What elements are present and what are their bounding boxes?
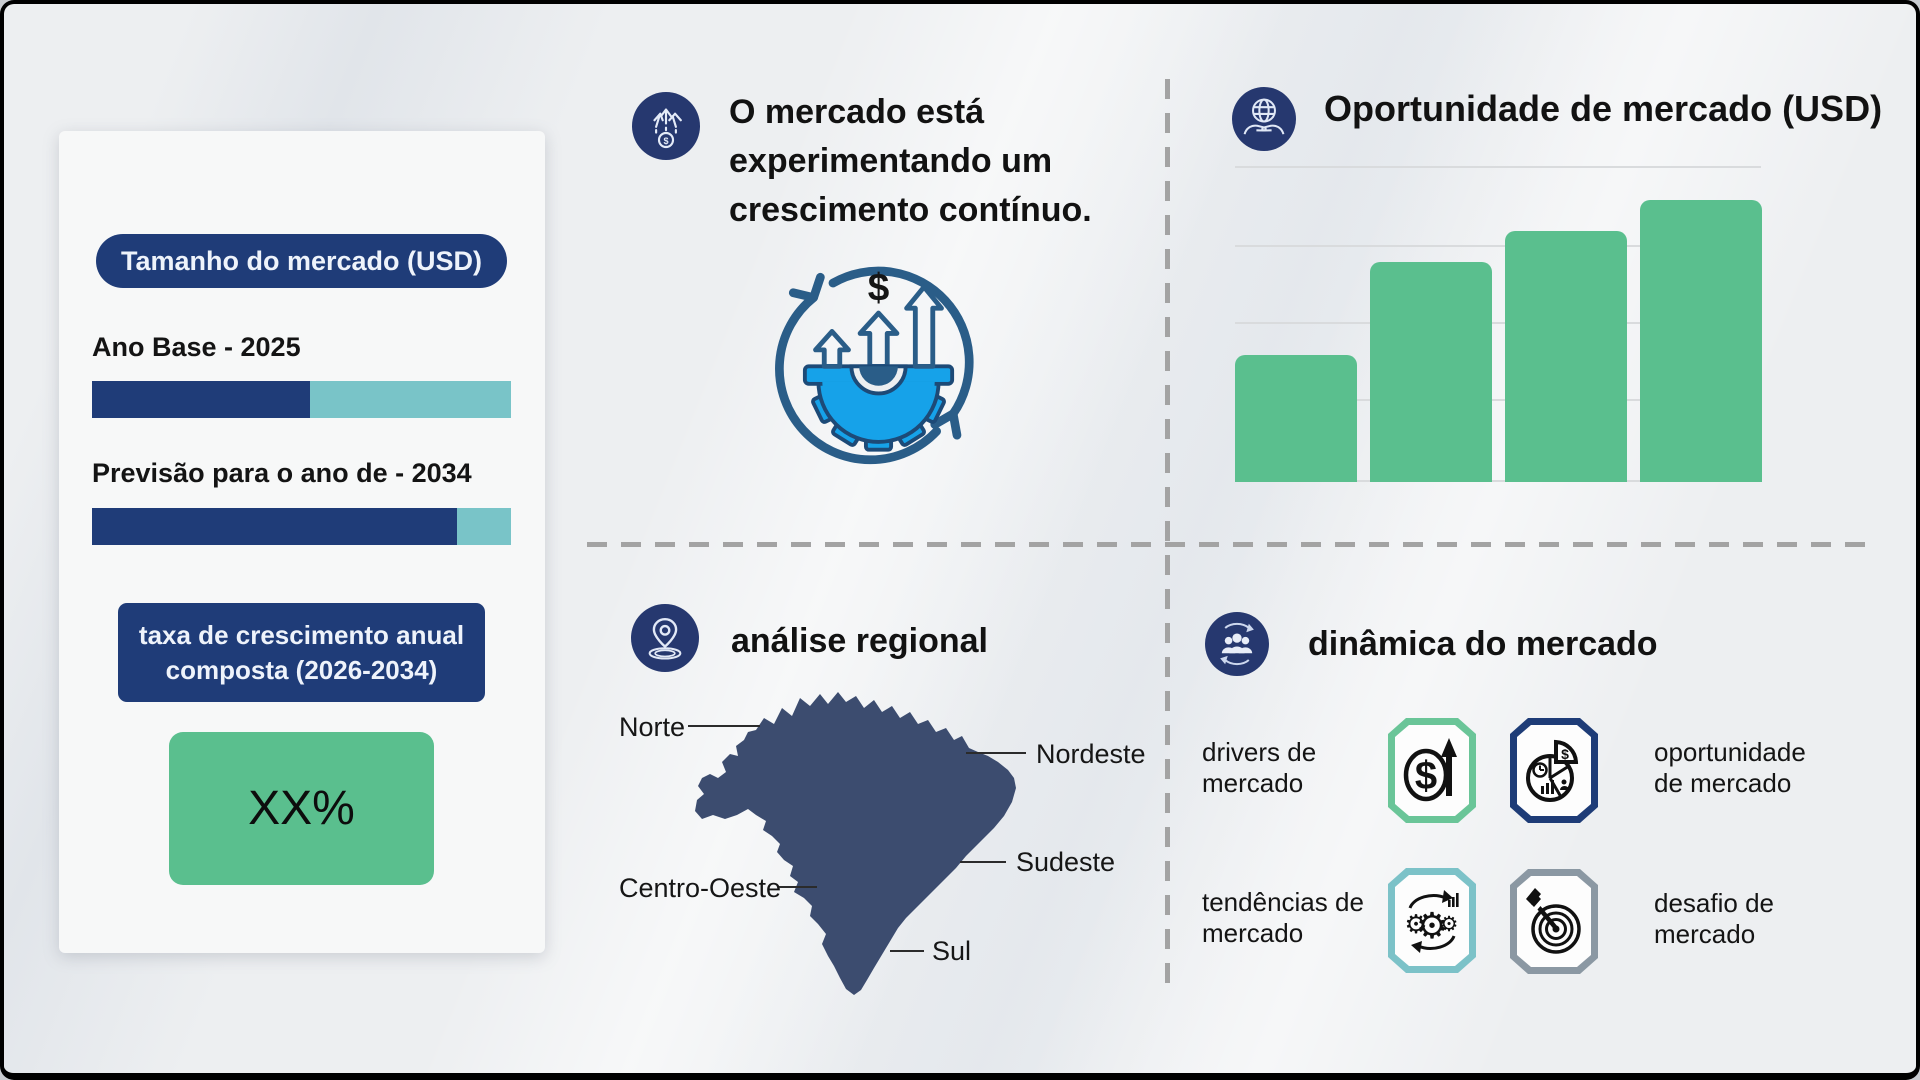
market-size-pill-label: Tamanho do mercado (USD) (120, 245, 483, 276)
money-growth-icon: $ (653, 108, 682, 149)
region-label-sudeste: Sudeste (1016, 847, 1116, 877)
horizontal-divider (587, 542, 1866, 547)
regional-title: análise regional (731, 622, 988, 660)
growth-section-icon-badge: $ (632, 92, 700, 160)
svg-text:⚙: ⚙ (1404, 909, 1427, 939)
dynamics-title: dinâmica do mercado (1308, 625, 1658, 663)
opportunity-title: Oportunidade de mercado (USD) (1324, 88, 1883, 129)
globe-hands-icon (1243, 98, 1285, 135)
cagr-box: taxa de crescimento anual composta (2026… (118, 603, 485, 702)
cagr-value: XX% (248, 782, 355, 835)
chart-bar (1505, 231, 1627, 482)
chart-bar (1640, 200, 1762, 482)
svg-text:⚙: ⚙ (1440, 913, 1459, 936)
dynamics-item-label-opportunity: oportunidade de mercado (1654, 737, 1806, 798)
opportunity-section-icon-badge (1232, 87, 1296, 151)
svg-text:$: $ (868, 266, 890, 309)
pie-chart-icon: $ (1524, 734, 1584, 808)
dynamics-tile-trends: ⚙ ⚙ ⚙ (1388, 868, 1476, 973)
region-label-norte: Norte (619, 712, 686, 742)
brazil-map (695, 692, 1016, 995)
dynamics-item-label-drivers: drivers de mercado (1202, 737, 1317, 798)
svg-text:$: $ (1561, 746, 1569, 762)
market-size-card: Tamanho do mercado (USD) Ano Base - 2025… (59, 131, 545, 953)
cagr-value-box: XX% (169, 732, 434, 885)
pointer-line-sudeste (960, 861, 1006, 863)
svg-text:$: $ (1415, 754, 1437, 798)
growth-heading: O mercado está experimentando um crescim… (729, 93, 1092, 229)
gears-sync-icon: ⚙ ⚙ ⚙ (1402, 884, 1462, 958)
chart-gridlines (1235, 166, 1761, 482)
dynamics-tile-opportunity: $ (1510, 718, 1598, 823)
dart-target-icon (1524, 885, 1584, 959)
region-label-sul: Sul (932, 936, 972, 966)
market-size-pill: Tamanho do mercado (USD) (96, 234, 507, 288)
dynamics-section-icon-badge (1205, 612, 1269, 676)
gear-growth-illustration: $ (775, 266, 974, 465)
forecast-progress (92, 508, 511, 545)
svg-text:⚙: ⚙ (1416, 905, 1448, 946)
chart-bar (1235, 355, 1357, 482)
svg-text:$: $ (663, 136, 668, 146)
dynamics-tile-drivers: $ (1388, 718, 1476, 823)
forecast-year-label: Previsão para o ano de - 2034 (92, 458, 472, 488)
chart-bar (1370, 262, 1492, 482)
base-year-progress (92, 381, 511, 418)
region-label-centro-oeste: Centro-Oeste (619, 873, 782, 903)
dynamics-item-label-challenge: desafio de mercado (1654, 888, 1774, 949)
opportunity-bar-chart (1235, 200, 1762, 482)
base-year-progress-fill (92, 381, 310, 418)
pointer-line-norte (688, 725, 760, 727)
forecast-progress-fill (92, 508, 457, 545)
pointer-line-sul (890, 950, 924, 952)
region-label-nordeste: Nordeste (1036, 739, 1146, 769)
pointer-line-nordeste (966, 752, 1026, 754)
vertical-divider (1165, 79, 1170, 994)
pointer-line-centro-oeste (779, 886, 817, 888)
people-sync-icon (1220, 622, 1254, 666)
base-year-label: Ano Base - 2025 (92, 332, 301, 362)
regional-section-icon-badge (631, 604, 699, 672)
dynamics-tile-challenge (1510, 869, 1598, 974)
dynamics-item-label-trends: tendências de mercado (1202, 887, 1364, 948)
dollar-growth-icon: $ (1402, 732, 1462, 810)
location-pin-icon (648, 618, 682, 660)
